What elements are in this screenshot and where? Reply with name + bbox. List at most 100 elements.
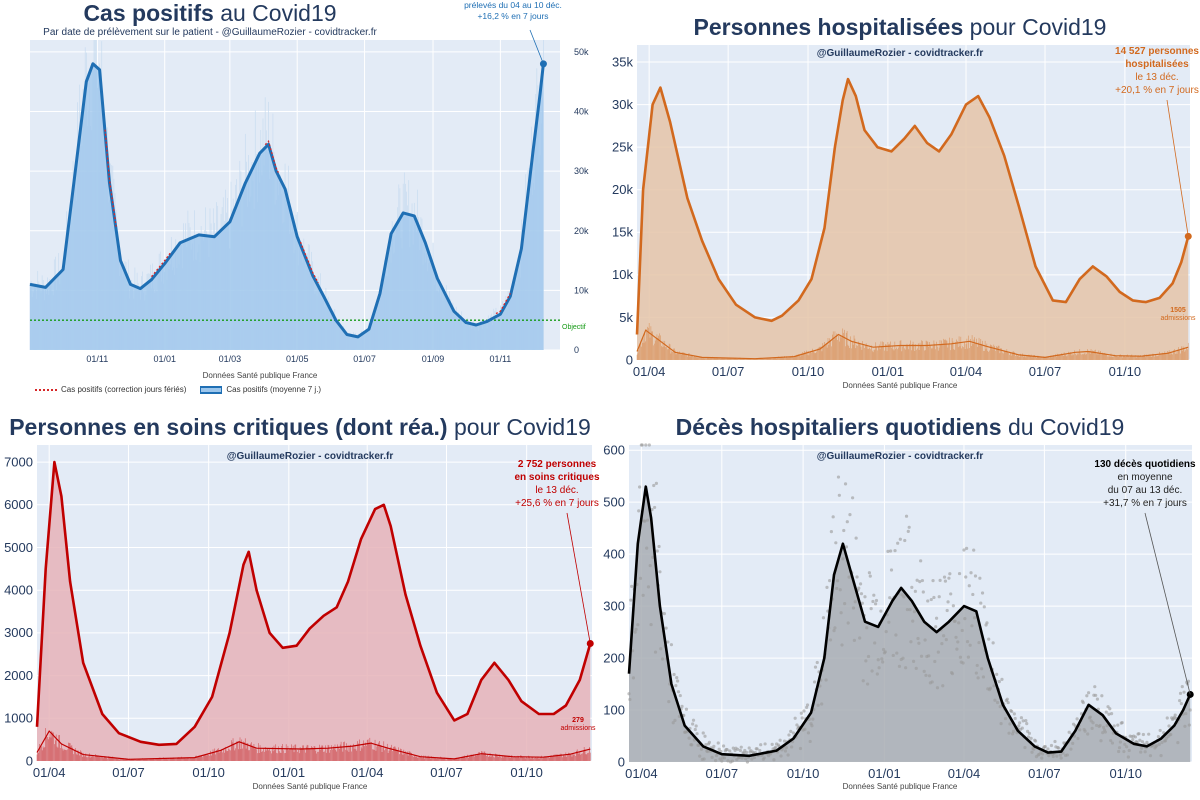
daily-death-point (818, 684, 822, 688)
daily-death-point (953, 619, 957, 623)
x-tick-label: 01/07 (706, 766, 739, 781)
y-tick-label: 5000 (4, 540, 33, 555)
daily-death-point (693, 727, 697, 732)
daily-death-point (859, 592, 864, 596)
daily-death-point (824, 678, 828, 682)
daily-death-point (904, 666, 908, 670)
daily-death-point (919, 654, 924, 658)
daily-death-point (895, 651, 899, 655)
daily-death-point (1059, 756, 1063, 760)
y-tick-label: 25k (612, 139, 633, 154)
daily-death-point (643, 519, 647, 523)
daily-death-point (791, 731, 795, 735)
daily-death-point (872, 593, 876, 597)
daily-death-point (638, 485, 642, 489)
daily-death-point (844, 545, 849, 549)
daily-death-point (1008, 722, 1012, 726)
daily-death-point (1086, 732, 1090, 736)
y-tick-label: 10k (574, 285, 589, 295)
y-tick-label: 600 (603, 443, 625, 458)
legend-item-moyenne: Cas positifs (moyenne 7 j.) (200, 385, 321, 394)
daily-death-point (965, 640, 970, 644)
daily-death-point (778, 738, 782, 742)
chart-subtitle: Par date de prélèvement sur le patient -… (43, 27, 377, 38)
daily-death-point (935, 686, 940, 690)
x-tick-label: 01/01 (872, 364, 905, 379)
daily-death-point (837, 493, 841, 497)
daily-death-point (1120, 720, 1124, 725)
daily-death-point (1021, 719, 1025, 723)
daily-death-point (701, 731, 705, 735)
daily-death-point (811, 717, 815, 721)
daily-death-point (970, 624, 974, 628)
y-tick-label: 50k (574, 47, 589, 57)
y-tick-label: 0 (574, 345, 579, 355)
daily-death-point (744, 750, 749, 755)
objective-label: Objectif (562, 324, 586, 331)
daily-death-point (955, 647, 959, 651)
daily-death-point (963, 617, 967, 621)
daily-death-point (1046, 747, 1050, 751)
daily-death-point (924, 673, 928, 677)
daily-death-point (712, 744, 716, 748)
daily-death-point (1173, 713, 1177, 717)
daily-death-point (664, 626, 668, 630)
daily-death-point (886, 549, 890, 554)
y-tick-label: 30k (612, 97, 633, 112)
daily-death-point (843, 602, 847, 606)
daily-death-point (852, 638, 856, 642)
y-tick-label: 1000 (4, 711, 33, 726)
daily-death-point (738, 748, 742, 753)
annotation-pointer (1144, 512, 1191, 695)
x-tick-label: 01/04 (33, 765, 66, 780)
data-source: Données Santé publique France (842, 782, 958, 791)
x-tick-label: 01/03 (219, 354, 242, 364)
daily-death-point (918, 580, 922, 584)
daily-death-point (848, 513, 852, 517)
daily-death-point (742, 751, 746, 755)
daily-death-point (1006, 700, 1010, 705)
daily-death-point (934, 616, 939, 620)
daily-death-point (1112, 724, 1116, 728)
daily-death-point (840, 643, 844, 647)
daily-death-point (641, 593, 645, 597)
daily-death-point (853, 600, 857, 604)
daily-death-point (993, 698, 997, 702)
daily-death-point (720, 759, 724, 763)
daily-death-point (863, 595, 867, 599)
annotation-bold-text: en soins critiques (514, 472, 599, 483)
y-tick-label: 20k (612, 182, 633, 197)
panel-deces: Décès hospitaliers quotidiens du Covid19… (600, 400, 1200, 800)
daily-death-point (714, 758, 718, 763)
y-tick-label: 15k (612, 225, 633, 240)
daily-death-point (866, 682, 870, 686)
daily-death-point (1157, 742, 1161, 746)
daily-death-point (1117, 746, 1122, 750)
data-source: Données Santé publique France (252, 782, 368, 791)
daily-death-point (790, 745, 794, 749)
daily-death-point (923, 638, 927, 642)
daily-death-point (652, 483, 656, 488)
daily-death-point (1187, 723, 1191, 727)
chart-deces: 0 100 200 300 400 500 600 01/04 01/07 01/10 01/01 0… (603, 443, 1196, 781)
daily-death-point (881, 647, 886, 652)
daily-death-point (1126, 755, 1130, 759)
daily-death-point (634, 627, 638, 631)
y-tick-label: 400 (603, 546, 625, 561)
annotation-text: +25,6 % en 7 jours (515, 498, 599, 509)
daily-death-point (855, 575, 859, 579)
daily-death-point (1056, 746, 1061, 750)
daily-death-point (821, 616, 826, 620)
daily-death-point (868, 574, 872, 578)
daily-death-point (838, 588, 842, 592)
daily-death-point (1143, 750, 1147, 754)
daily-death-point (1099, 739, 1103, 743)
y-tick-label: 40k (574, 107, 589, 117)
daily-death-point (676, 690, 681, 694)
daily-death-point (962, 548, 966, 552)
annotation-text: prélevés du 04 au 10 déc. (464, 0, 562, 10)
daily-death-point (1159, 754, 1163, 758)
daily-death-point (1156, 735, 1161, 739)
daily-death-point (980, 591, 985, 595)
daily-death-point (691, 718, 696, 722)
